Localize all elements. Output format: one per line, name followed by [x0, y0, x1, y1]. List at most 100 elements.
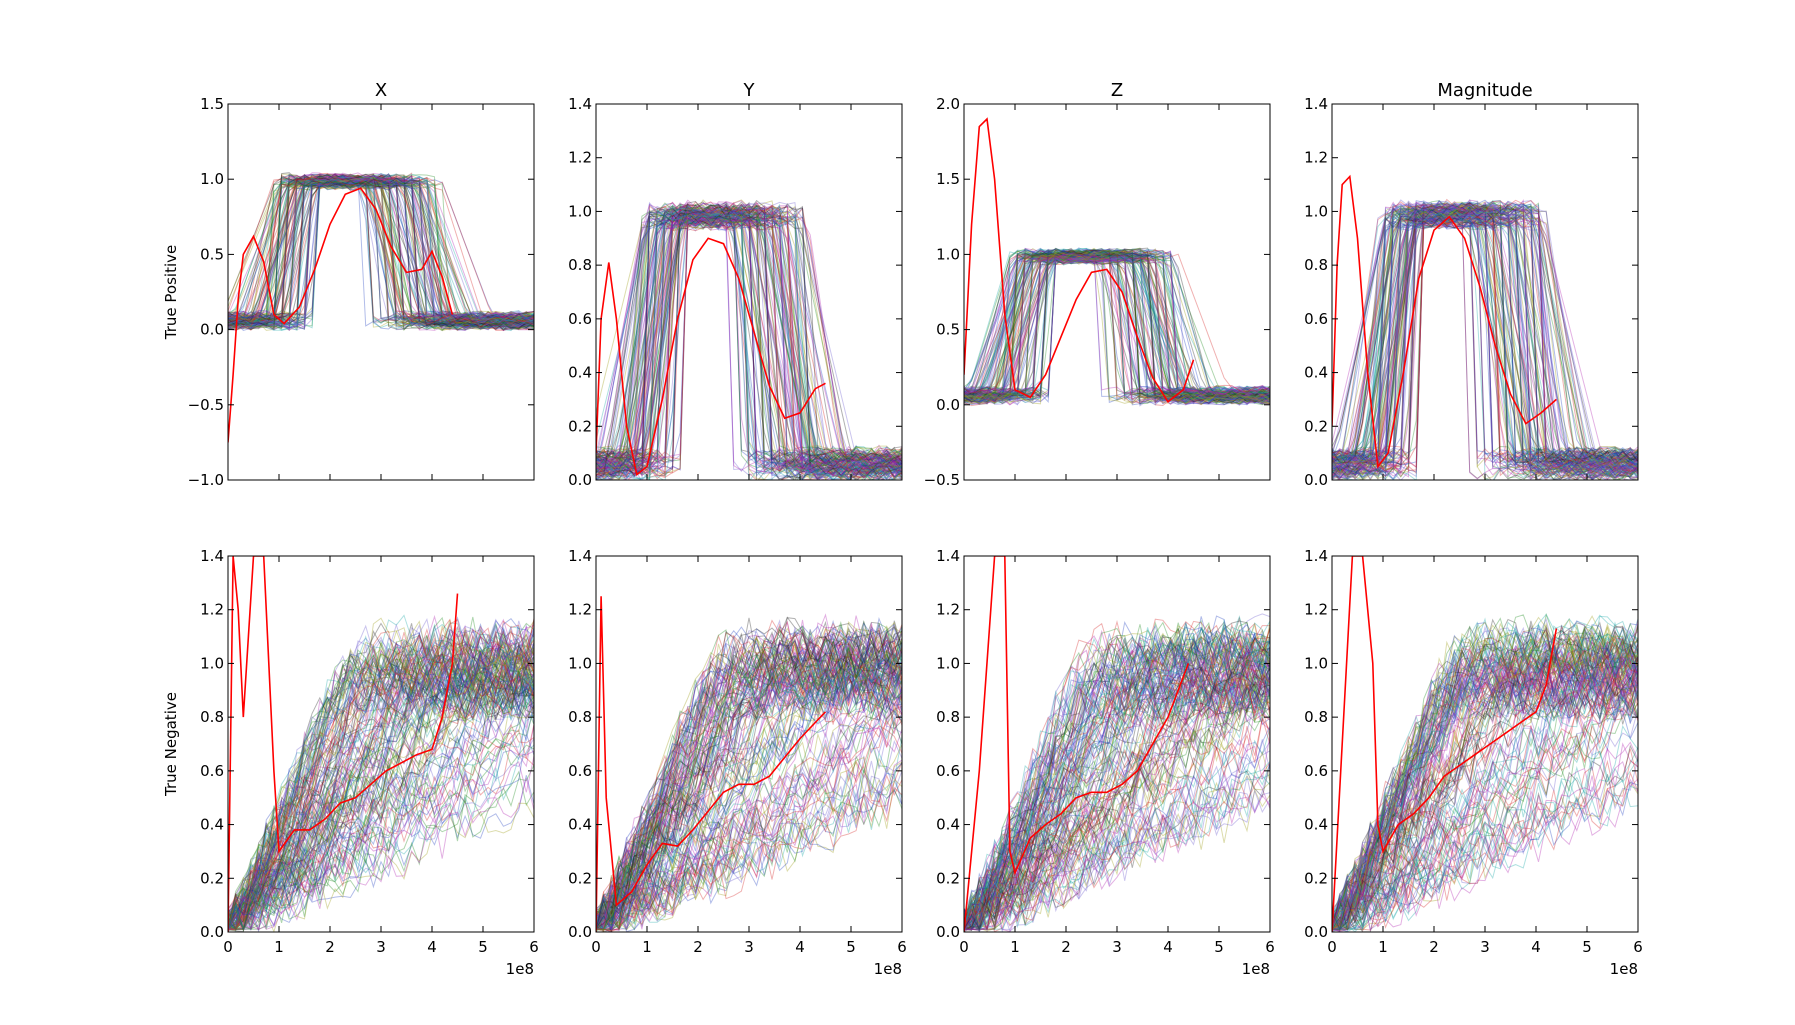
trace-line: [1332, 778, 1638, 931]
trace-line: [228, 652, 534, 920]
trace-line: [228, 173, 534, 320]
y-tick-label: 2.0: [936, 95, 960, 113]
trace-line: [964, 250, 1270, 401]
trace-line: [228, 183, 534, 320]
trace-line: [964, 257, 1270, 398]
trace-line: [1332, 637, 1638, 928]
trace-line: [596, 765, 902, 932]
trace-line: [1332, 649, 1638, 930]
trace-line: [964, 648, 1270, 930]
trace-line: [964, 256, 1270, 400]
trace-line: [1332, 631, 1638, 930]
trace-line: [228, 176, 534, 322]
trace-line: [1332, 217, 1638, 476]
trace-line: [228, 646, 534, 916]
trace-line: [596, 640, 902, 932]
trace-line: [596, 630, 902, 930]
trace-line: [596, 666, 902, 925]
trace-line: [596, 622, 902, 930]
trace-line: [596, 658, 902, 930]
trace-line: [228, 705, 534, 931]
trace-line: [228, 647, 534, 930]
trace-line: [964, 642, 1270, 931]
trace-line: [228, 173, 534, 321]
trace-line: [1332, 658, 1638, 930]
trace-line: [228, 618, 534, 930]
trace-line: [596, 712, 902, 931]
trace-line: [596, 211, 902, 464]
trace-line: [964, 257, 1270, 404]
trace-line: [964, 665, 1270, 930]
y-tick-label: 0.5: [936, 321, 960, 339]
trace-line: [1332, 613, 1638, 916]
trace-line: [228, 180, 534, 327]
trace-line: [1332, 201, 1638, 463]
trace-line: [1332, 204, 1638, 476]
trace-line: [964, 684, 1270, 915]
trace-line: [1332, 216, 1638, 466]
trace-line: [1332, 203, 1638, 465]
trace-line: [964, 685, 1270, 931]
trace-line: [1332, 668, 1638, 931]
trace-line: [964, 252, 1270, 400]
trace-line: [1332, 213, 1638, 464]
trace-line: [228, 179, 534, 331]
trace-line: [964, 252, 1270, 398]
trace-line: [1332, 212, 1638, 465]
trace-line: [1332, 215, 1638, 480]
trace-line: [596, 778, 902, 932]
x-tick-label: 5: [846, 938, 856, 956]
trace-line: [964, 257, 1270, 398]
trace-line: [228, 173, 534, 327]
trace-line: [596, 199, 902, 478]
trace-line: [1332, 213, 1638, 466]
trace-line: [596, 202, 902, 470]
y-tick-label: 0.2: [1304, 869, 1328, 887]
trace-line: [1332, 212, 1638, 466]
trace-line: [596, 652, 902, 931]
trace-line: [1332, 208, 1638, 463]
trace-line: [228, 618, 534, 930]
trace-line: [1332, 668, 1638, 928]
trace-line: [1332, 662, 1638, 926]
trace-line: [1332, 639, 1638, 916]
trace-line: [1332, 676, 1638, 926]
trace-line: [964, 669, 1270, 930]
trace-line: [1332, 208, 1638, 480]
trace-line: [228, 173, 534, 329]
trace-line: [964, 774, 1270, 930]
trace-line: [228, 179, 534, 326]
trace-line: [228, 634, 534, 930]
trace-line: [1332, 627, 1638, 931]
trace-line: [228, 174, 534, 331]
trace-line: [1332, 654, 1638, 931]
y-tick-label: 0.0: [936, 396, 960, 414]
y-tick-label: 0.8: [568, 256, 592, 274]
trace-line: [228, 175, 534, 324]
trace-line: [1332, 624, 1638, 930]
trace-line: [228, 653, 534, 913]
trace-line: [596, 674, 902, 930]
trace-line: [596, 625, 902, 931]
trace-line: [596, 762, 902, 932]
mean-series-line: [964, 117, 1195, 403]
trace-line: [596, 204, 902, 476]
trace-line: [228, 654, 534, 930]
trace-line: [1332, 681, 1638, 930]
trace-line: [228, 179, 534, 328]
trace-line: [1332, 203, 1638, 466]
trace-line: [1332, 215, 1638, 462]
trace-line: [596, 209, 902, 474]
trace-line: [596, 214, 902, 470]
trace-line: [596, 213, 902, 477]
trace-line: [1332, 710, 1638, 931]
trace-line: [228, 770, 534, 930]
trace-line: [1332, 628, 1638, 932]
trace-line: [1332, 642, 1638, 930]
trace-line: [596, 202, 902, 470]
trace-line: [596, 208, 902, 471]
trace-line: [1332, 213, 1638, 475]
trace-line: [964, 615, 1270, 930]
trace-line: [228, 660, 534, 931]
